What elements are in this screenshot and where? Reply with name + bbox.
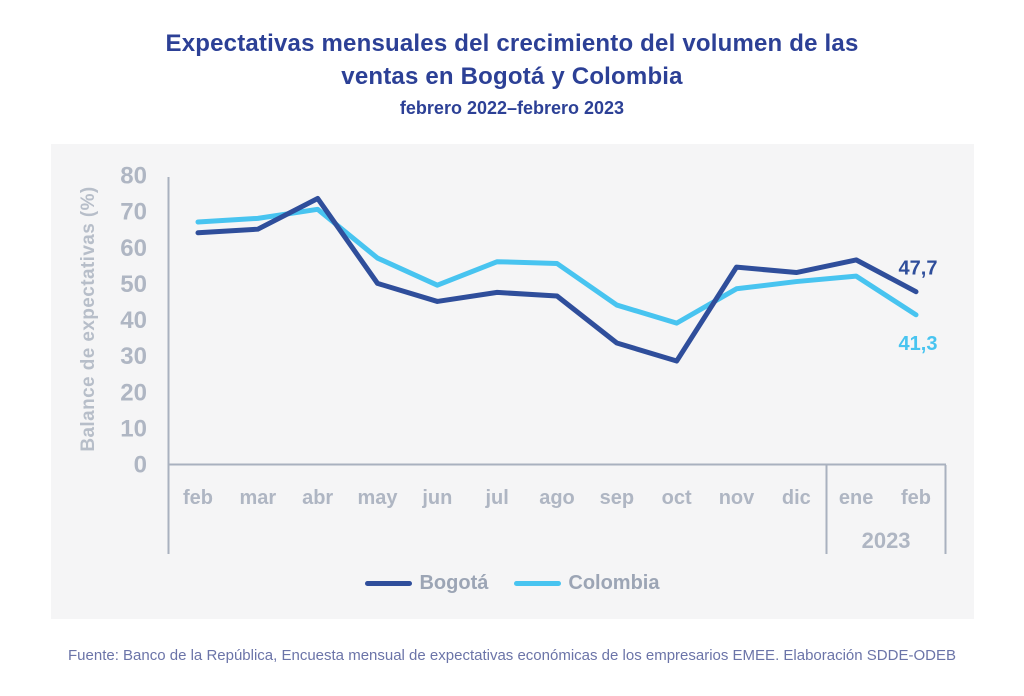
chart-title: Expectativas mensuales del crecimiento d… [0,27,1024,93]
year-label: 2023 [862,528,911,553]
colombia-end-label: 41,3 [899,333,938,355]
legend: Bogotá Colombia [51,572,974,595]
x-tick-label: may [357,487,398,509]
colombia-line [195,206,919,326]
x-tick-label: feb [183,487,213,509]
x-tick-label: ago [539,487,575,509]
x-tick-label: dic [782,487,811,509]
chart-title-line2: ventas en Bogotá y Colombia [341,63,683,90]
colombia-line-swatch [514,581,562,586]
x-tick-label: jun [421,487,452,509]
source-note: Fuente: Banco de la República, Encuesta … [68,647,956,664]
x-tick-label: jul [484,487,508,509]
legend-label-bogota: Bogotá [419,572,489,594]
y-tick-label: 50 [120,271,147,298]
y-tick-label: 60 [120,235,147,262]
chart-panel: Balance de expectativas (%) 0 10 20 30 40 50 6… [51,144,974,619]
bogota-line-swatch [365,581,413,586]
bogota-end-label: 47,7 [899,258,938,280]
y-tick-label: 30 [120,343,147,370]
chart-subtitle: febrero 2022–febrero 2023 [399,98,625,118]
x-tick-label: mar [239,487,276,509]
x-tick-label: ene [839,487,873,509]
y-tick-label: 40 [120,307,147,334]
chart-title-line1: Expectativas mensuales del crecimiento d… [165,30,859,57]
legend-item-colombia: Colombia [514,572,660,595]
y-tick-label: 20 [120,379,147,406]
x-tick-label: oct [662,487,692,509]
y-tick-label: 70 [120,199,147,226]
x-tick-label: nov [719,487,755,509]
line-chart: 0 10 20 30 40 50 60 70 80 feb mar abr may jun jul ago se… [120,163,947,554]
legend-label-colombia: Colombia [568,572,660,594]
x-tick-label: sep [600,487,634,509]
x-tick-label: feb [901,487,931,509]
legend-item-bogota: Bogotá [365,572,488,595]
bogota-line [195,195,919,364]
y-tick-label: 10 [120,415,147,442]
y-tick-label: 80 [120,163,147,190]
y-tick-label: 0 [134,452,147,479]
x-tick-label: abr [302,487,333,509]
